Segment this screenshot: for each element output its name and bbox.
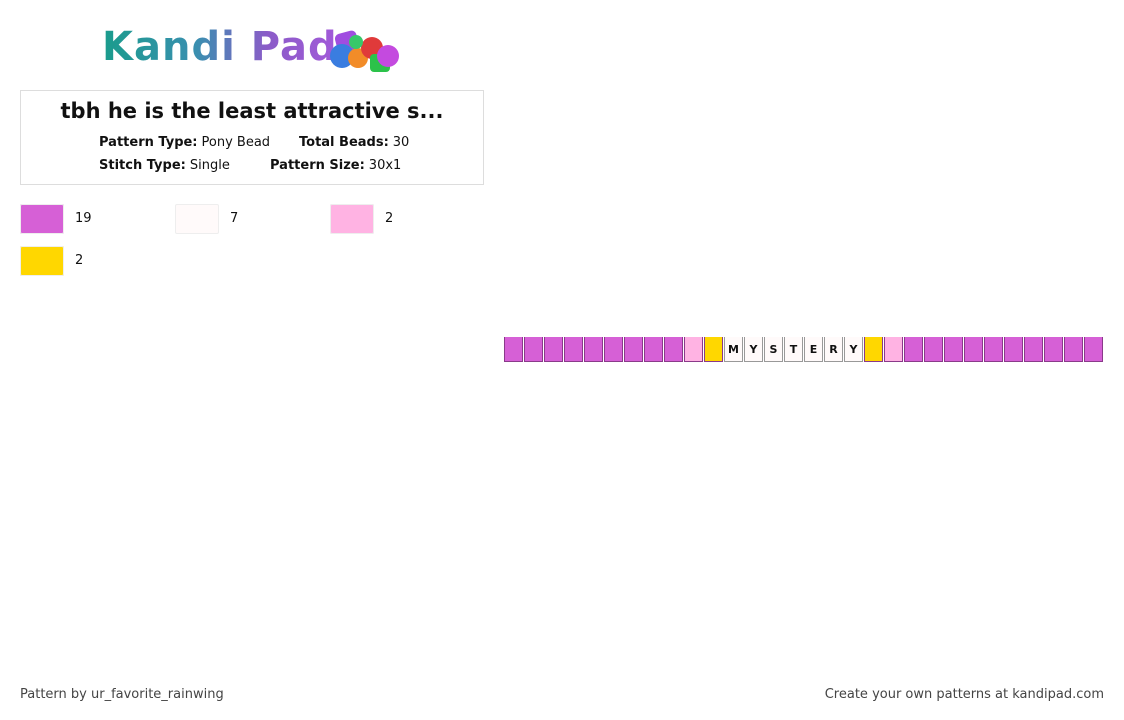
info-item: Pattern Type: Pony Bead [99, 135, 270, 150]
logo[interactable]: Kandi Pad [102, 24, 338, 70]
bead [604, 337, 623, 362]
credit: Pattern by ur_favorite_rainwing [20, 687, 224, 702]
pattern-panel: tbh he is the least attractive s... Patt… [20, 90, 484, 185]
color-swatch [20, 246, 64, 276]
color-count: 2 [75, 253, 84, 268]
bead [644, 337, 663, 362]
info-value: 30 [392, 135, 410, 150]
info-value: Single [189, 158, 230, 173]
bead [684, 337, 703, 362]
bead [624, 337, 643, 362]
bead [584, 337, 603, 362]
bead [884, 337, 903, 362]
color-count: 7 [230, 211, 239, 226]
promo-link[interactable]: Create your own patterns at kandipad.com [824, 687, 1104, 702]
bead: M [724, 337, 743, 362]
color-count: 19 [75, 211, 92, 226]
bead [544, 337, 563, 362]
pattern-title: tbh he is the least attractive s... [60, 99, 444, 123]
bead [904, 337, 923, 362]
bead [564, 337, 583, 362]
bead: E [804, 337, 823, 362]
color-swatch [20, 204, 64, 234]
info-item: Total Beads: 30 [299, 135, 409, 150]
bead [704, 337, 723, 362]
info-item: Stitch Type: Single [99, 158, 230, 173]
color-swatch [175, 204, 219, 234]
bead [984, 337, 1003, 362]
bead [524, 337, 543, 362]
bead [944, 337, 963, 362]
info-label: Stitch Type: [99, 158, 186, 173]
bead [964, 337, 983, 362]
bead: Y [844, 337, 863, 362]
logo-icon [330, 30, 399, 72]
bead [924, 337, 943, 362]
bead [1024, 337, 1043, 362]
bead [1084, 337, 1103, 362]
bead [1064, 337, 1083, 362]
bead [1004, 337, 1023, 362]
info-label: Pattern Size: [270, 158, 365, 173]
bead: S [764, 337, 783, 362]
info-value: 30x1 [368, 158, 402, 173]
info-label: Pattern Type: [99, 135, 198, 150]
bead [664, 337, 683, 362]
bead: Y [744, 337, 763, 362]
bead [864, 337, 883, 362]
info-value: Pony Bead [201, 135, 271, 150]
color-swatch [330, 204, 374, 234]
info-item: Pattern Size: 30x1 [270, 158, 401, 173]
bead: T [784, 337, 803, 362]
info-label: Total Beads: [299, 135, 389, 150]
bead: R [824, 337, 843, 362]
bead [504, 337, 523, 362]
color-count: 2 [385, 211, 394, 226]
bead [1044, 337, 1063, 362]
